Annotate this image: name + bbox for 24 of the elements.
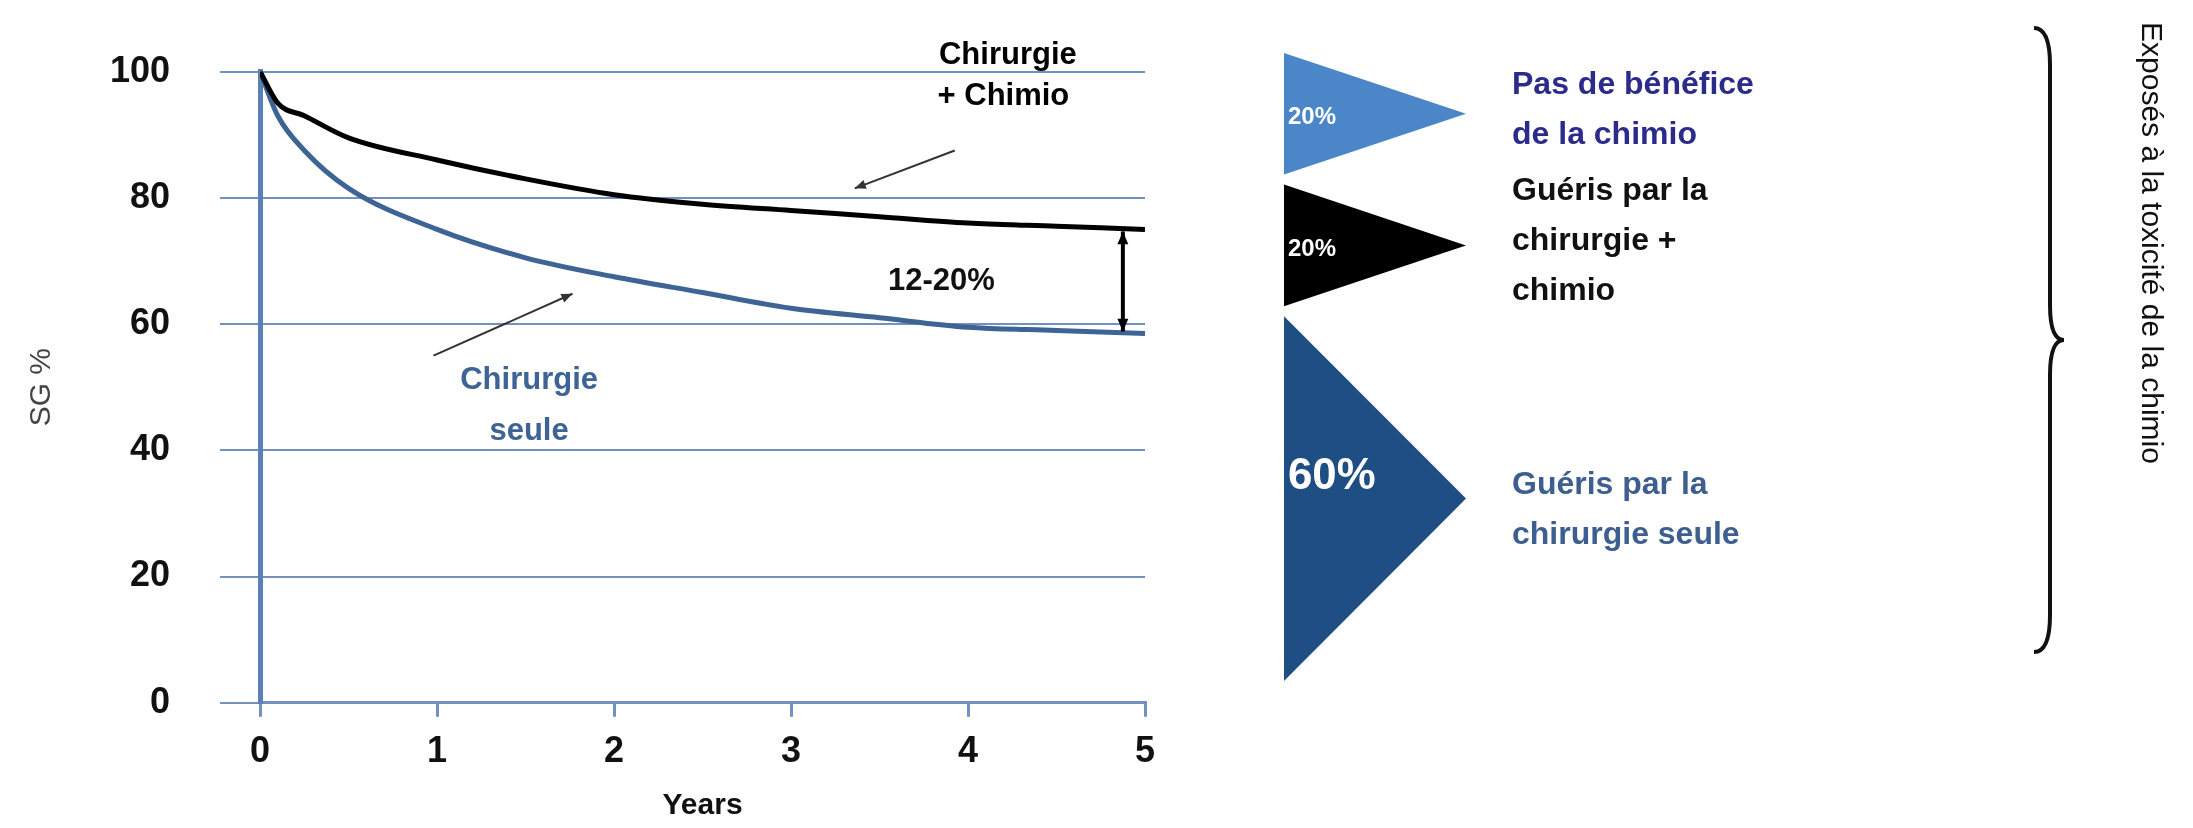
- text: Exposés à la toxicité de la chimio: [2135, 22, 2169, 464]
- x-tick-label: 5: [1134, 729, 1156, 771]
- text: Chirurgie seule: [460, 361, 598, 447]
- category-label: Pas de bénéfice de la chimio: [1512, 64, 1754, 151]
- category-label: Guéris par la chirurgie + chimio: [1512, 171, 1708, 308]
- y-tick-label: 100: [109, 48, 171, 90]
- x-tick-label: 4: [958, 729, 979, 771]
- data-label: 20%: [1288, 102, 1337, 130]
- data-label: 60%: [1288, 448, 1376, 498]
- y-tick-label: 0: [150, 679, 171, 721]
- text: Chirurgie + Chimio: [937, 36, 1077, 113]
- x-axis-title: Years: [662, 787, 743, 821]
- y-axis-title: SG %: [23, 348, 57, 427]
- data-label: 20%: [1288, 234, 1337, 262]
- x-tick-label: 2: [604, 729, 625, 771]
- y-tick-label: 20: [130, 553, 171, 595]
- x-tick-label: 3: [781, 729, 802, 771]
- y-tick-label: 80: [130, 174, 171, 216]
- y-tick-label: 40: [130, 427, 171, 469]
- category-label: Guéris par la chirurgie seule: [1512, 465, 1740, 552]
- y-tick-label: 60: [130, 301, 171, 342]
- x-tick-label: 0: [250, 729, 271, 771]
- x-tick-label: 1: [427, 729, 448, 771]
- annotation: 12-20%: [888, 261, 995, 297]
